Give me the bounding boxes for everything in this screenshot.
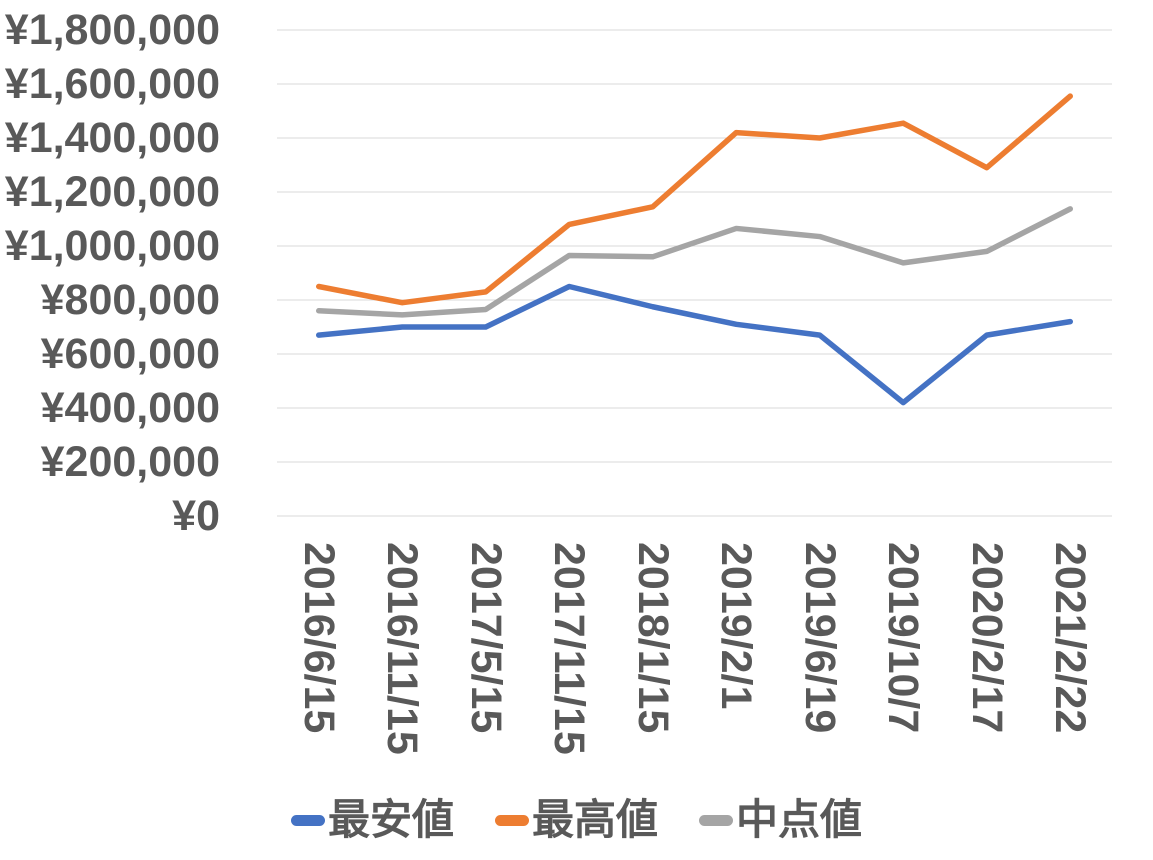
y-tick-label: ¥1,200,000: [4, 168, 220, 216]
x-tick-label: 2016/11/15: [378, 542, 427, 755]
y-tick-label: ¥400,000: [40, 384, 220, 432]
x-tick-label: 2017/11/15: [545, 542, 594, 755]
y-tick-label: ¥800,000: [40, 276, 220, 324]
series-lines: [316, 93, 1073, 406]
series-line-lowest: [316, 283, 1073, 406]
x-tick-label: 2019/6/19: [795, 542, 844, 734]
legend-marker-midpoint-icon: [699, 814, 733, 826]
legend-label-highest: 最高値: [531, 795, 658, 843]
series-line-highest: [316, 93, 1073, 306]
legend-item-midpoint: 中点値: [699, 795, 863, 843]
legend-item-lowest: 最安値: [290, 795, 454, 843]
x-tick-label: 2016/6/15: [294, 542, 343, 734]
y-tick-label: ¥1,800,000: [4, 6, 220, 54]
x-tick-label: 2019/10/7: [879, 542, 928, 734]
series-line-midpoint: [316, 206, 1073, 318]
y-tick-label: ¥600,000: [40, 330, 220, 378]
legend: 最安値 最高値 中点値: [0, 794, 1153, 846]
y-tick-label: ¥0: [172, 492, 220, 540]
y-tick-label: ¥1,000,000: [4, 222, 220, 270]
legend-label-midpoint: 中点値: [736, 795, 863, 843]
y-tick-label: ¥200,000: [40, 438, 220, 486]
x-tick-label: 2020/2/17: [962, 542, 1011, 734]
gridlines: [277, 29, 1112, 517]
x-tick-label: 2021/2/22: [1046, 542, 1095, 734]
legend-item-highest: 最高値: [494, 795, 658, 843]
y-tick-label: ¥1,400,000: [4, 114, 220, 162]
y-tick-label: ¥1,600,000: [4, 60, 220, 108]
legend-marker-lowest-icon: [290, 814, 325, 826]
x-tick-label: 2017/5/15: [461, 542, 510, 734]
legend-label-lowest: 最安値: [327, 795, 454, 843]
legend-marker-highest-icon: [494, 814, 529, 826]
x-tick-label: 2018/1/15: [628, 542, 677, 734]
x-tick-label: 2019/2/1: [712, 542, 761, 710]
